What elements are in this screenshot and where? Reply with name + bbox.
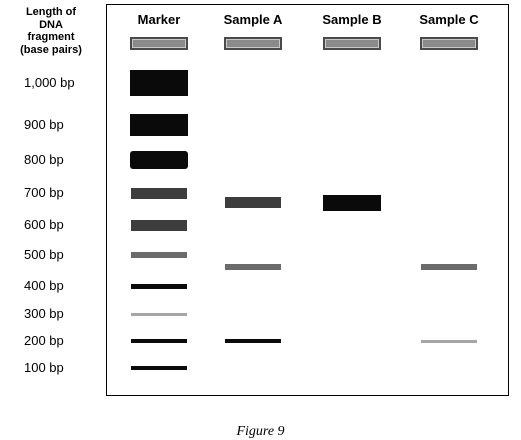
size-label: 400 bp — [24, 278, 64, 293]
size-label: 600 bp — [24, 217, 64, 232]
axis-heading-line: DNA — [39, 18, 63, 31]
axis-heading: Length of DNA fragment (base pairs) — [6, 6, 96, 56]
axis-heading-line: Length of — [25, 6, 77, 18]
lane-label: Marker — [137, 12, 181, 27]
lane-label: Sample B — [322, 12, 382, 27]
dna-band — [131, 219, 187, 231]
dna-band — [225, 264, 281, 271]
axis-heading-line: fragment — [27, 31, 75, 43]
dna-band — [421, 264, 477, 271]
dna-band — [131, 283, 187, 289]
size-label: 900 bp — [24, 117, 64, 132]
dna-band — [131, 187, 187, 199]
dna-band — [130, 114, 188, 136]
dna-band — [130, 70, 188, 96]
dna-band — [131, 252, 187, 258]
dna-band — [130, 151, 188, 169]
dna-band — [225, 339, 281, 343]
size-label: 200 bp — [24, 333, 64, 348]
dna-band — [323, 194, 381, 211]
size-label: 700 bp — [24, 185, 64, 200]
size-label: 800 bp — [24, 152, 64, 167]
figure-caption: Figure 9 — [236, 424, 285, 439]
dna-band — [421, 339, 477, 343]
lane-label: Sample A — [223, 12, 283, 27]
gel-frame — [106, 4, 509, 396]
size-label: 100 bp — [24, 360, 64, 375]
lane-label: Sample C — [419, 12, 479, 27]
dna-band — [131, 339, 187, 343]
size-label: 300 bp — [24, 306, 64, 321]
size-label: 1,000 bp — [24, 75, 75, 90]
sample-well — [420, 37, 478, 50]
size-label: 500 bp — [24, 247, 64, 262]
axis-heading-line: (base pairs) — [20, 43, 82, 56]
sample-well — [130, 37, 188, 50]
dna-band — [225, 197, 281, 209]
dna-band — [131, 312, 187, 316]
sample-well — [224, 37, 282, 50]
sample-well — [323, 37, 381, 50]
dna-band — [131, 366, 187, 370]
